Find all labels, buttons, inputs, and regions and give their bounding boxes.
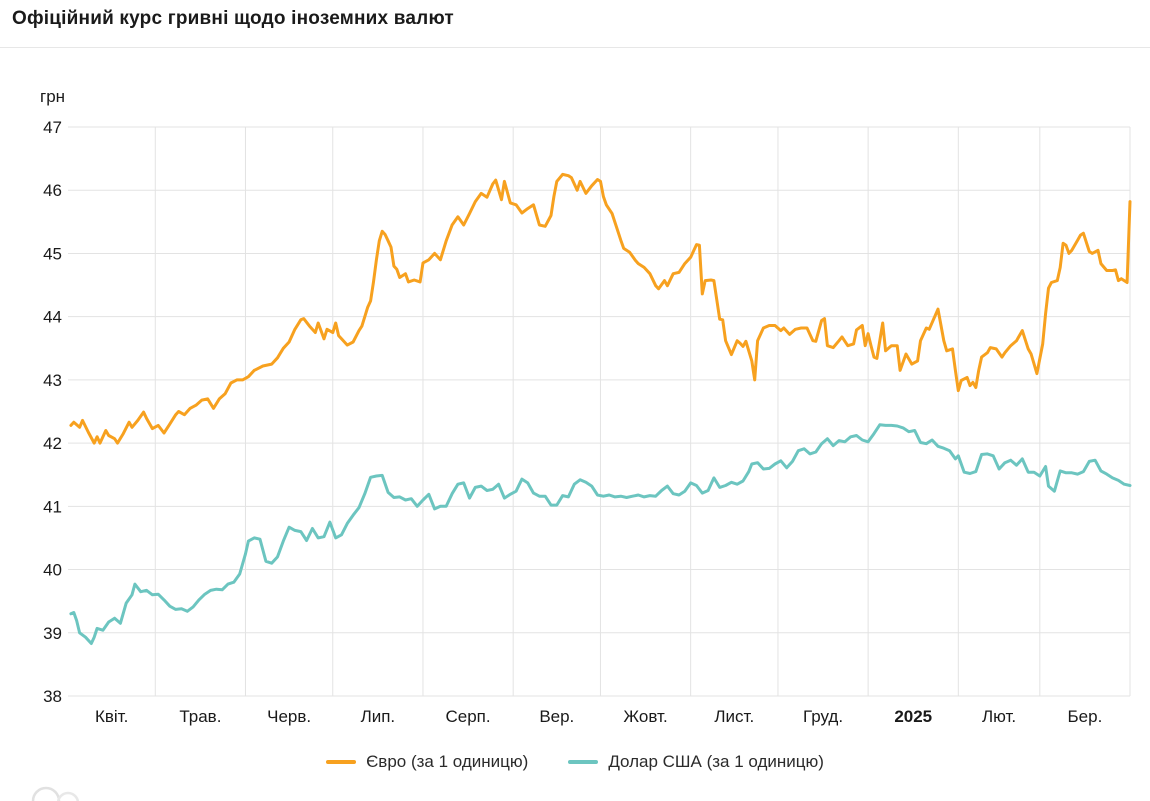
x-tick-label-Груд.: Груд. (803, 707, 843, 726)
legend-label-euro: Євро (за 1 одиницю) (366, 752, 529, 771)
page-title: Офіційний курс гривні щодо іноземних вал… (12, 8, 454, 29)
y-tick-label-43: 43 (43, 371, 62, 390)
y-tick-label-47: 47 (43, 118, 62, 137)
y-tick-label-44: 44 (43, 308, 62, 327)
usd-line (69, 423, 1132, 645)
euro-line-swatch (326, 760, 357, 764)
watermark-logo (28, 784, 98, 801)
x-tick-label-Трав.: Трав. (179, 707, 221, 726)
y-axis-unit-label: грн (40, 87, 66, 106)
legend-item-usd[interactable]: Долар США (за 1 одиницю) (568, 752, 824, 772)
euro-line (69, 172, 1132, 445)
y-tick-label-45: 45 (43, 244, 62, 263)
x-tick-label-Лют.: Лют. (982, 707, 1016, 726)
title-divider (0, 47, 1150, 48)
exchange-rate-chart: 47 46 45 44 43 42 41 40 39 38 Квіт. Трав. Черв. Лип. С… (43, 118, 1132, 726)
y-tick-label-41: 41 (43, 497, 62, 516)
y-tick-label-46: 46 (43, 181, 62, 200)
legend-label-usd: Долар США (за 1 одиницю) (608, 752, 824, 771)
x-tick-label-Жовт.: Жовт. (623, 707, 667, 726)
legend-item-euro[interactable]: Євро (за 1 одиницю) (326, 752, 528, 772)
watermark-arc (56, 791, 80, 801)
x-tick-label-Черв.: Черв. (267, 707, 311, 726)
x-tick-label-Лип.: Лип. (361, 707, 396, 726)
x-tick-label-Бер.: Бер. (1068, 707, 1103, 726)
y-tick-label-39: 39 (43, 624, 62, 643)
y-tick-label-40: 40 (43, 561, 62, 580)
x-tick-label-2025: 2025 (894, 707, 932, 726)
x-tick-label-Серп.: Серп. (446, 707, 491, 726)
x-tick-label-Квіт.: Квіт. (95, 707, 128, 726)
x-tick-label-Лист.: Лист. (714, 707, 754, 726)
watermark-arc (31, 786, 61, 801)
chart-legend: Євро (за 1 одиницю) Долар США (за 1 один… (0, 752, 1150, 772)
x-tick-label-Вер.: Вер. (539, 707, 574, 726)
y-tick-label-42: 42 (43, 434, 62, 453)
usd-line-swatch (568, 760, 599, 764)
y-tick-label-38: 38 (43, 687, 62, 706)
